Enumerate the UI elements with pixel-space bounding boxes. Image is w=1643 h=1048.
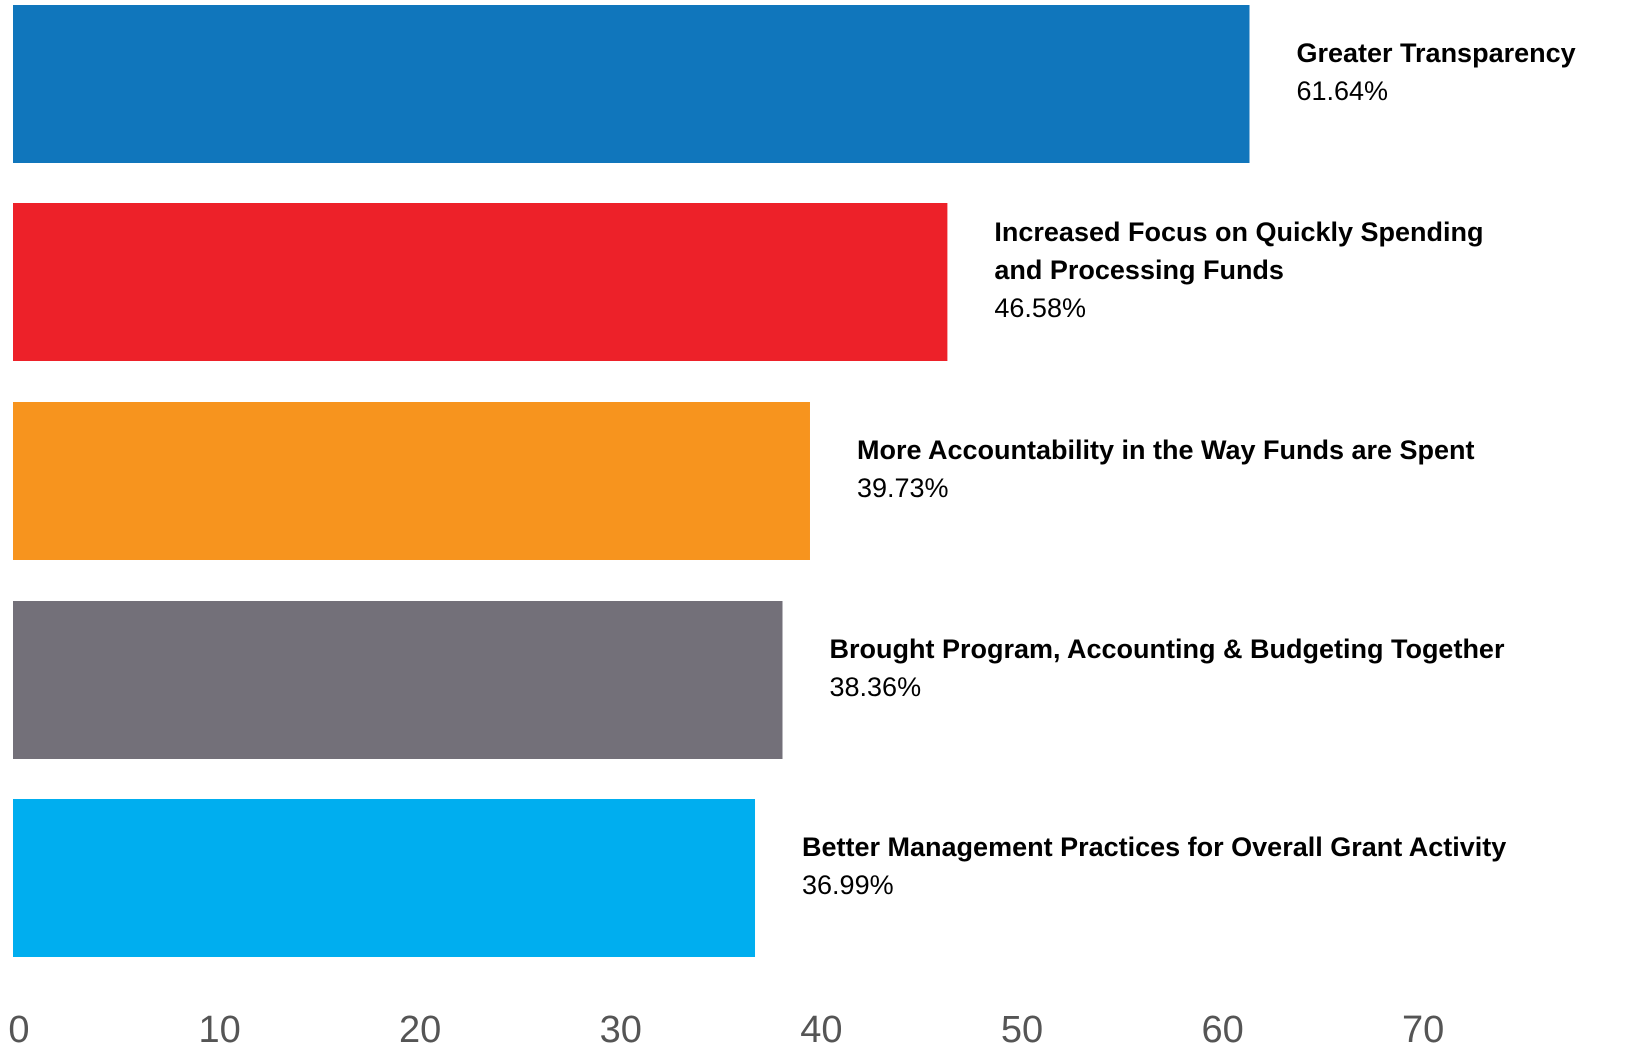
x-tick-label: 40 [800,1009,842,1048]
bar-label: Greater Transparency 61.64% [1296,34,1575,110]
bar-label: Brought Program, Accounting & Budgeting … [830,630,1505,706]
value-label: 39.73% [856,473,949,503]
category-name: Better Management Practices for Overall … [802,832,1507,862]
x-tick-label: 0 [8,1009,29,1048]
bar [13,601,783,759]
category-name: Greater Transparency [1296,38,1576,68]
bar [13,5,1250,163]
value-label: 38.36% [829,672,922,702]
bar-label: Better Management Practices for Overall … [802,828,1506,904]
x-tick-label: 70 [1402,1009,1444,1048]
x-tick-label: 50 [1001,1009,1043,1048]
x-tick-label: 10 [198,1009,240,1048]
x-tick-label: 30 [600,1009,642,1048]
bar [13,799,756,957]
x-tick-label: 20 [399,1009,441,1048]
bar-label: Increased Focus on Quickly Spending and … [994,213,1484,327]
value-label: 46.58% [994,293,1086,323]
bar [13,402,810,560]
category-name: Increased Focus on Quickly Spending and … [994,217,1484,285]
bar-label: More Accountability in the Way Funds are… [857,431,1475,507]
bar [13,203,948,361]
value-label: 61.64% [1296,76,1389,106]
category-name: Brought Program, Accounting & Budgeting … [829,634,1505,664]
x-tick-label: 60 [1201,1009,1243,1048]
category-name: More Accountability in the Way Funds are… [856,435,1475,465]
value-label: 36.99% [802,870,894,900]
